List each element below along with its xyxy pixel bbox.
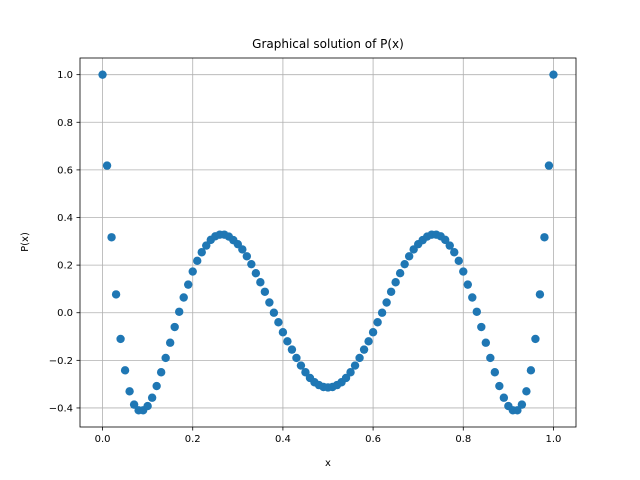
data-point xyxy=(499,393,509,402)
data-point xyxy=(170,322,179,332)
data-point xyxy=(120,366,130,375)
data-point xyxy=(247,259,256,269)
x-tick-label: 1.0 xyxy=(546,434,562,445)
data-point xyxy=(287,345,297,354)
data-point xyxy=(238,245,247,254)
data-point xyxy=(98,70,107,79)
data-point xyxy=(522,387,531,396)
data-point xyxy=(495,381,504,391)
data-point xyxy=(251,269,261,278)
data-point xyxy=(386,287,396,296)
data-point xyxy=(143,401,152,411)
data-point xyxy=(544,161,554,170)
data-point xyxy=(274,318,283,327)
data-point xyxy=(156,368,166,377)
data-point xyxy=(531,334,540,344)
x-axis-ticks: 0.0 0.2 0.4 0.6 0.8 1.0 xyxy=(95,427,562,445)
y-tick-label: −0.4 xyxy=(49,403,73,414)
data-point xyxy=(116,334,125,344)
data-point xyxy=(400,259,409,269)
data-point xyxy=(193,256,202,266)
data-point xyxy=(278,328,288,337)
data-point xyxy=(513,406,522,415)
x-tick-label: 0.6 xyxy=(365,434,381,445)
x-tick-label: 0.2 xyxy=(185,434,201,445)
data-point xyxy=(161,353,170,363)
data-point xyxy=(265,298,274,307)
chart-title: Graphical solution of P(x) xyxy=(252,37,404,51)
data-point xyxy=(269,308,279,317)
data-point xyxy=(129,400,139,409)
data-point xyxy=(472,307,481,316)
data-point xyxy=(535,290,545,299)
data-points xyxy=(98,70,558,415)
data-point xyxy=(256,278,265,287)
y-tick-label: −0.2 xyxy=(49,356,73,367)
y-tick-label: 0.8 xyxy=(57,118,73,129)
x-tick-label: 0.8 xyxy=(455,434,471,445)
x-tick-label: 0.0 xyxy=(95,434,111,445)
data-point xyxy=(260,287,270,296)
data-point xyxy=(404,252,414,261)
data-point xyxy=(292,353,301,363)
data-point xyxy=(175,307,184,316)
data-point xyxy=(152,381,161,391)
data-point xyxy=(454,256,463,266)
x-tick-label: 0.4 xyxy=(275,434,291,445)
data-point xyxy=(459,267,468,276)
y-tick-label: 0.2 xyxy=(57,261,73,272)
y-tick-label: 1.0 xyxy=(57,70,73,81)
plot-frame xyxy=(79,57,577,428)
data-point xyxy=(301,368,310,377)
data-point xyxy=(526,366,536,375)
data-point xyxy=(549,70,558,79)
data-point xyxy=(517,400,527,409)
data-point xyxy=(283,337,292,346)
data-point xyxy=(382,298,391,307)
data-point xyxy=(107,233,116,242)
data-point xyxy=(242,252,252,261)
data-point xyxy=(179,293,188,302)
data-point xyxy=(359,345,369,354)
data-point xyxy=(188,267,197,276)
data-point xyxy=(165,338,175,347)
data-point xyxy=(147,393,157,402)
data-point xyxy=(102,161,112,170)
data-point xyxy=(477,322,486,332)
x-axis-label: x xyxy=(325,458,331,469)
y-tick-label: 0.4 xyxy=(57,213,73,224)
y-tick-label: 0.0 xyxy=(57,308,73,319)
data-point xyxy=(368,328,378,337)
data-point xyxy=(395,269,405,278)
data-point xyxy=(441,235,450,245)
data-point xyxy=(468,293,477,302)
data-point xyxy=(197,248,206,257)
data-point xyxy=(445,241,454,250)
data-point xyxy=(364,337,373,346)
grid xyxy=(80,58,576,427)
data-point xyxy=(490,368,500,377)
y-tick-label: 0.6 xyxy=(57,165,73,176)
y-axis-ticks: −0.4 −0.2 0.0 0.2 0.4 0.6 0.8 1.0 xyxy=(49,70,80,414)
data-point xyxy=(184,280,193,289)
y-axis-label: P(x) xyxy=(20,232,31,252)
data-point xyxy=(125,387,134,396)
data-point xyxy=(463,280,472,289)
data-point xyxy=(341,373,351,383)
data-point xyxy=(540,233,549,242)
data-point xyxy=(296,361,306,370)
data-point xyxy=(377,308,387,317)
data-point xyxy=(391,278,400,287)
data-point xyxy=(350,361,360,370)
data-point xyxy=(481,338,491,347)
data-point xyxy=(355,353,364,363)
data-point xyxy=(202,241,211,250)
data-point xyxy=(486,353,495,363)
data-point xyxy=(346,368,355,377)
data-point xyxy=(450,248,459,257)
data-point xyxy=(373,318,382,327)
data-point xyxy=(111,290,121,299)
